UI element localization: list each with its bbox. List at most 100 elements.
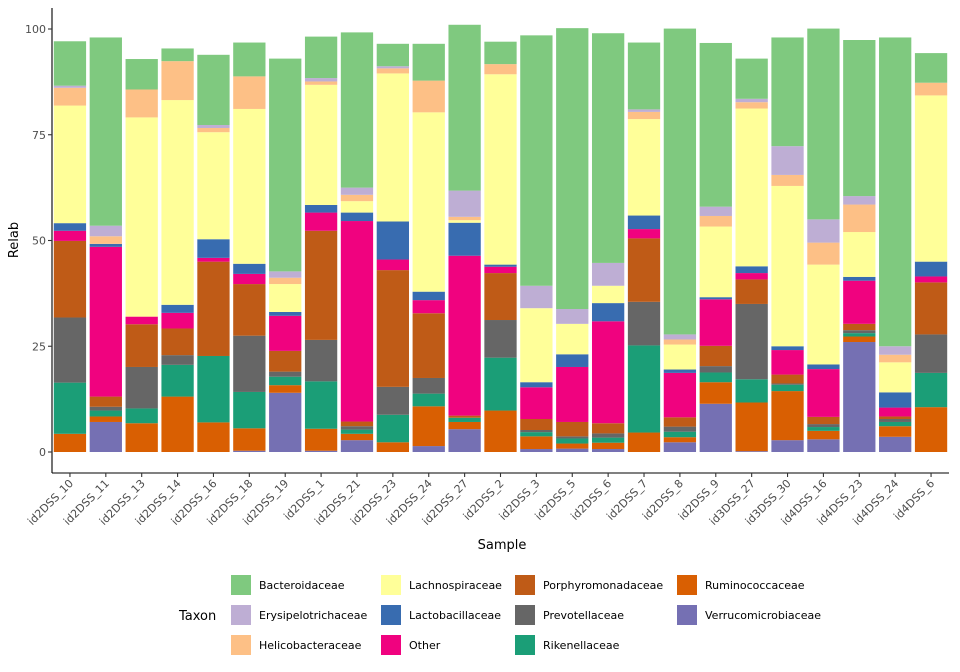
bar-segment-lactobacillaceae xyxy=(304,204,338,213)
bar-segment-verrucomicrobiaceae xyxy=(340,440,374,452)
bar-segment-helicobacteraceae xyxy=(161,61,194,101)
bar-segment-ruminococcaceae xyxy=(448,421,481,430)
bar-segment-bacteroidaceae xyxy=(340,32,374,188)
bar-segment-other xyxy=(627,229,661,239)
bar-segment-porphyromonadaceae xyxy=(807,416,840,425)
bar-segment-porphyromonadaceae xyxy=(879,416,912,420)
bar-segment-bacteroidaceae xyxy=(269,58,302,272)
bar-segment-ruminococcaceae xyxy=(627,432,661,452)
bar-segment-rikenellaceae xyxy=(161,364,194,397)
bar-segment-bacteroidaceae xyxy=(520,35,553,286)
bar-segment-lachnospiraceae xyxy=(914,95,948,262)
bar-segment-prevotellaceae xyxy=(304,339,338,382)
legend-swatch-verrucomicrobiaceae xyxy=(677,605,697,625)
bar-segment-helicobacteraceae xyxy=(484,64,517,75)
bar-segment-lachnospiraceae xyxy=(627,119,661,216)
legend-title: Taxon xyxy=(178,609,216,624)
bar-segment-erysipelotrichaceae xyxy=(376,66,409,69)
bar-segment-lachnospiraceae xyxy=(53,105,87,224)
bar-segment-rikenellaceae xyxy=(448,417,481,422)
bar-segment-rikenellaceae xyxy=(843,333,876,337)
legend-label-verrucomicrobiaceae: Verrucomicrobiaceae xyxy=(705,609,821,622)
bar-segment-bacteroidaceae xyxy=(376,43,409,67)
legend-swatch-erysipelotrichaceae xyxy=(231,605,251,625)
legend-label-bacteroidaceae: Bacteroidaceae xyxy=(259,579,345,592)
bar-segment-bacteroidaceae xyxy=(53,41,87,86)
bar-segment-erysipelotrichaceae xyxy=(269,271,302,278)
legend-label-ruminococcaceae: Ruminococcaceae xyxy=(705,579,805,592)
bar-segment-bacteroidaceae xyxy=(304,36,338,79)
bar-segment-erysipelotrichaceae xyxy=(448,190,481,217)
bar-segment-lachnospiraceae xyxy=(663,344,697,370)
bar-segment-helicobacteraceae xyxy=(807,242,840,265)
bar-segment-rikenellaceae xyxy=(879,421,912,427)
bar-segment-bacteroidaceae xyxy=(771,37,804,147)
bar-segment-ruminococcaceae xyxy=(340,433,374,441)
bar-segment-lactobacillaceae xyxy=(161,304,194,313)
bar-segment-lachnospiraceae xyxy=(556,323,589,355)
bar-stack-id2DSS_9 xyxy=(699,42,732,452)
legend-swatch-lactobacillaceae xyxy=(381,605,401,625)
bar-stack-id2DSS_14 xyxy=(161,48,194,452)
bar-stack-id4DSS_16 xyxy=(807,28,840,452)
bar-segment-ruminococcaceae xyxy=(591,442,625,450)
legend-label-porphyromonadaceae: Porphyromonadaceae xyxy=(543,579,663,592)
bar-segment-lactobacillaceae xyxy=(340,212,374,222)
bar-segment-rikenellaceae xyxy=(197,355,230,423)
bar-segment-bacteroidaceae xyxy=(161,48,194,62)
bar-segment-porphyromonadaceae xyxy=(520,419,553,431)
bar-segment-prevotellaceae xyxy=(914,334,948,373)
bar-segment-porphyromonadaceae xyxy=(376,270,409,387)
bar-segment-verrucomicrobiaceae xyxy=(879,436,912,452)
bar-segment-other xyxy=(197,257,230,262)
bars-layer xyxy=(53,24,948,452)
bar-segment-helicobacteraceae xyxy=(89,236,122,244)
bar-segment-ruminococcaceae xyxy=(304,428,338,451)
bar-segment-lachnospiraceae xyxy=(304,84,338,205)
bar-segment-ruminococcaceae xyxy=(484,410,517,452)
bar-segment-erysipelotrichaceae xyxy=(53,85,87,88)
legend-swatch-porphyromonadaceae xyxy=(515,575,535,595)
bar-segment-lactobacillaceae xyxy=(914,261,948,277)
bar-segment-other xyxy=(843,280,876,324)
bar-segment-rikenellaceae xyxy=(663,431,697,438)
bar-segment-lactobacillaceae xyxy=(89,243,122,247)
bar-segment-erysipelotrichaceae xyxy=(663,334,697,340)
bar-stack-id2DSS_10 xyxy=(53,41,87,452)
bar-segment-bacteroidaceae xyxy=(591,33,625,263)
bar-segment-other xyxy=(161,312,194,329)
bar-segment-verrucomicrobiaceae xyxy=(663,442,697,452)
bar-segment-ruminococcaceae xyxy=(914,407,948,452)
bar-stack-id2DSS_23 xyxy=(376,43,409,452)
bar-segment-helicobacteraceae xyxy=(448,216,481,221)
bar-segment-lactobacillaceae xyxy=(843,276,876,281)
legend-label-lactobacillaceae: Lactobacillaceae xyxy=(409,609,501,622)
bar-segment-verrucomicrobiaceae xyxy=(89,421,122,452)
bar-segment-prevotellaceae xyxy=(520,430,553,433)
bar-segment-erysipelotrichaceae xyxy=(197,125,230,128)
bar-segment-other xyxy=(340,221,374,422)
bar-segment-porphyromonadaceae xyxy=(89,396,122,407)
bar-segment-bacteroidaceae xyxy=(556,28,589,310)
bar-segment-bacteroidaceae xyxy=(233,42,266,77)
bar-segment-lactobacillaceae xyxy=(520,382,553,388)
bar-segment-porphyromonadaceae xyxy=(304,230,338,340)
bar-segment-other xyxy=(376,259,409,271)
bar-segment-lachnospiraceae xyxy=(735,108,768,267)
bar-segment-helicobacteraceae xyxy=(843,204,876,233)
bar-segment-erysipelotrichaceae xyxy=(627,109,661,112)
bar-segment-porphyromonadaceae xyxy=(627,238,661,302)
bar-segment-ruminococcaceae xyxy=(412,406,445,447)
bar-segment-prevotellaceae xyxy=(53,317,87,383)
bar-segment-helicobacteraceae xyxy=(340,194,374,202)
bar-segment-verrucomicrobiaceae xyxy=(807,439,840,452)
legend-label-rikenellaceae: Rikenellaceae xyxy=(543,639,620,652)
bar-segment-lactobacillaceae xyxy=(591,303,625,322)
bar-segment-lactobacillaceae xyxy=(627,215,661,230)
bar-segment-rikenellaceae xyxy=(340,429,374,434)
bar-segment-helicobacteraceae xyxy=(663,339,697,345)
bar-segment-helicobacteraceae xyxy=(771,174,804,186)
bar-segment-prevotellaceae xyxy=(89,406,122,411)
bar-stack-id2DSS_16 xyxy=(197,54,230,452)
